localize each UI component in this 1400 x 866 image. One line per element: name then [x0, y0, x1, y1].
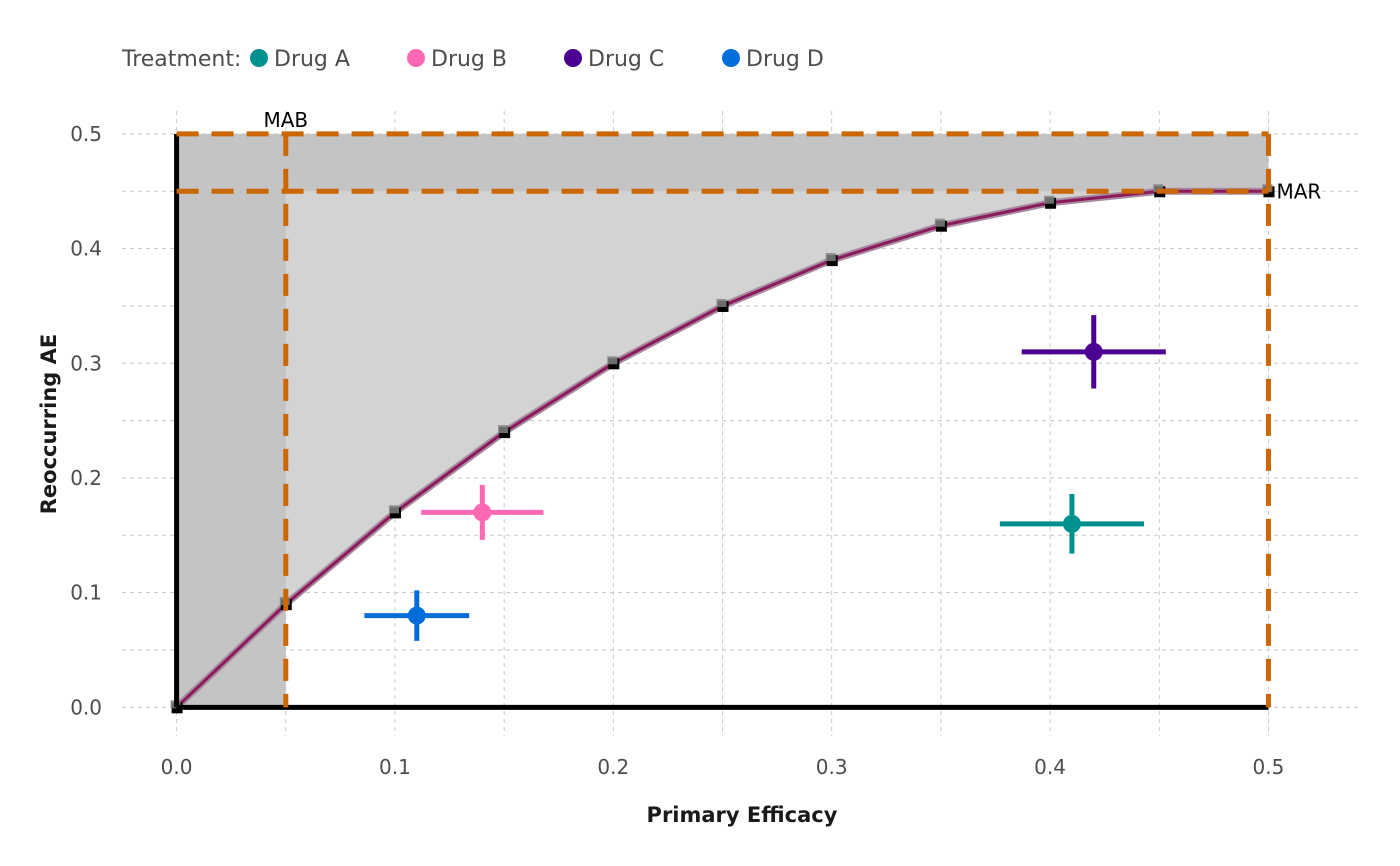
legend-label: Drug B: [431, 47, 507, 72]
y-tick-label: 0.5: [70, 122, 102, 146]
frontier-point-shadow: [934, 218, 945, 227]
mab-label: MAB: [263, 108, 308, 132]
y-tick-label: 0.2: [70, 466, 102, 490]
annotations: MAB MAR: [263, 108, 1321, 203]
mar-band: [176, 133, 1269, 192]
x-axis-title: Primary Efficacy: [647, 803, 838, 827]
data-point: [1084, 342, 1103, 361]
data-point: [473, 503, 492, 522]
x-tick-label: 0.4: [1034, 755, 1066, 779]
frontier-point-shadow: [825, 253, 836, 262]
x-tick-label: 0.2: [597, 755, 629, 779]
legend-swatch: [407, 49, 425, 67]
tick-labels: 0.0 0.1 0.2 0.3 0.4 0.5 0.0 0.1 0.2 0.3 0.4 0.5: [70, 122, 1284, 779]
threshold-lines: [176, 131, 1271, 708]
frontier-point-shadow: [716, 298, 727, 307]
x-tick-label: 0.1: [379, 755, 411, 779]
y-tick-label: 0.1: [70, 581, 102, 605]
y-tick-label: 0.3: [70, 351, 102, 375]
y-tick-label: 0.4: [70, 237, 102, 261]
frontier-point-shadow: [388, 505, 399, 514]
mab-band: [176, 133, 286, 708]
x-tick-label: 0.5: [1253, 755, 1285, 779]
x-tick-label: 0.0: [161, 755, 193, 779]
legend-title: Treatment:: [121, 47, 241, 72]
mar-label: MAR: [1276, 179, 1321, 203]
legend: Treatment: Drug A Drug B Drug C Drug D: [121, 47, 824, 72]
legend-label: Drug D: [746, 47, 824, 72]
legend-label: Drug A: [274, 47, 350, 72]
series-drug-d: [364, 590, 470, 641]
series: [364, 315, 1166, 641]
y-axis-title: Reoccurring AE: [37, 334, 61, 515]
data-point: [407, 606, 426, 625]
legend-label: Drug C: [588, 47, 664, 72]
frontier-point-shadow: [1044, 195, 1055, 204]
frontier-point-shadow: [498, 425, 509, 434]
data-point: [1062, 514, 1081, 533]
axes: [174, 133, 1269, 710]
series-drug-c: [1021, 315, 1166, 389]
frontier-point-shadow: [1153, 184, 1164, 193]
legend-swatch: [564, 49, 582, 67]
legend-swatch: [250, 49, 268, 67]
shaded-regions: [176, 133, 1269, 708]
series-drug-b: [421, 484, 544, 540]
legend-swatch: [722, 49, 740, 67]
x-tick-label: 0.3: [816, 755, 848, 779]
y-tick-label: 0.0: [70, 695, 102, 719]
acceptable-region: [176, 133, 1269, 708]
frontier-point-shadow: [607, 356, 618, 365]
series-drug-a: [999, 494, 1144, 554]
